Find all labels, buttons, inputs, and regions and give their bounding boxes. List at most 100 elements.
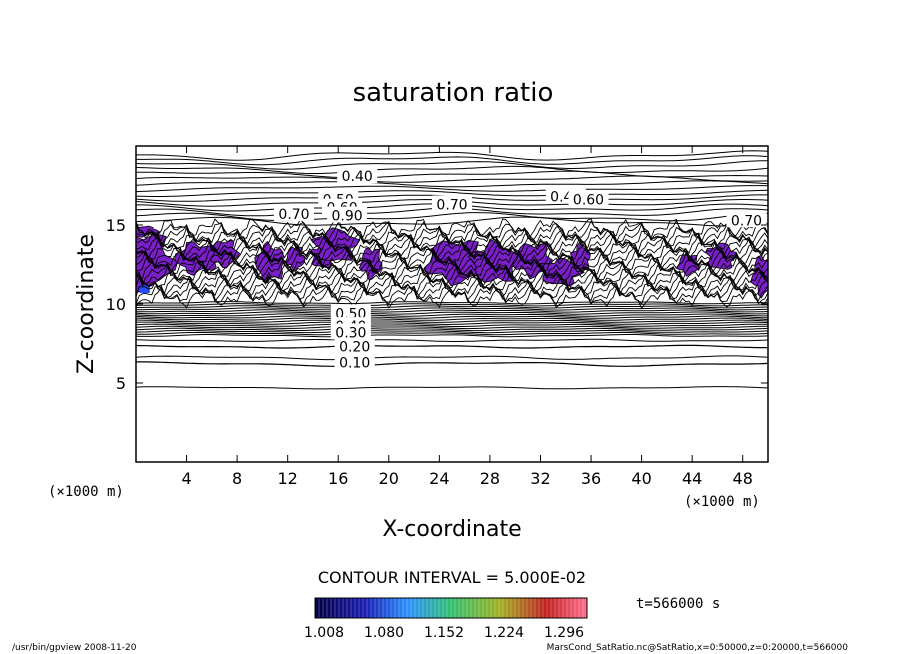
y-tick-label: 5 <box>116 374 126 393</box>
contour-line <box>136 165 768 174</box>
contour-line <box>136 241 768 264</box>
contour-line <box>136 244 768 268</box>
x-tick-label: 32 <box>530 469 550 488</box>
contour-line <box>136 307 768 311</box>
contour-lines <box>136 150 768 390</box>
x-tick-label: 4 <box>181 469 191 488</box>
colorbar-tick-1: 1.080 <box>364 625 404 641</box>
footer-left: /usr/bin/gpview 2008-11-20 <box>12 643 137 653</box>
contour-line <box>136 317 768 321</box>
contour-line <box>136 331 768 336</box>
contour-line <box>136 323 768 327</box>
chart-title: saturation ratio <box>353 78 554 108</box>
x-axis-ticks: 4 8 12 16 20 24 28 32 36 40 44 48 <box>181 146 753 488</box>
colorbar: 1.008 1.080 1.152 1.224 1.296 <box>304 597 588 641</box>
contour-label-bg <box>337 167 378 184</box>
x-axis-label: X-coordinate <box>382 517 521 542</box>
contour-label-bg <box>726 211 767 228</box>
contour-label-bg <box>330 323 371 340</box>
contour-line <box>136 334 768 338</box>
contour-line <box>136 338 768 342</box>
contour-line <box>136 212 768 222</box>
contour-line <box>136 329 768 334</box>
contour-line <box>136 271 768 297</box>
contour-line <box>136 386 768 390</box>
contour-label: 0.90 <box>332 209 363 225</box>
contour-line <box>136 313 768 317</box>
supersaturated-region <box>705 242 739 270</box>
contour-line <box>136 309 768 313</box>
contour-line <box>136 303 768 307</box>
contour-line <box>136 170 768 179</box>
plot-area: 0.400.500.600.700.900.700.400.600.700.50… <box>106 145 769 488</box>
x-unit-label-right: (×1000 m) <box>684 494 760 510</box>
supersaturated-patch <box>139 285 150 294</box>
colorbar-gradient <box>315 598 587 618</box>
contour-label: 0.60 <box>573 193 604 209</box>
contour-label: 0.40 <box>342 169 373 185</box>
colorbar-tick-0: 1.008 <box>304 625 344 641</box>
y-axis-label: Z-coordinate <box>74 234 99 374</box>
contour-label-bg <box>330 304 371 321</box>
contour-label: 0.20 <box>339 340 370 356</box>
contour-line <box>136 301 768 305</box>
contour-line <box>136 305 768 309</box>
y-tick-label: 10 <box>106 295 126 314</box>
contour-interval-text: CONTOUR INTERVAL = 5.000E-02 <box>318 568 586 587</box>
contour-label-bg <box>334 337 375 354</box>
contour-line <box>136 247 768 272</box>
contour-line <box>136 189 768 197</box>
contour-line <box>136 216 768 227</box>
contour-label: 0.30 <box>335 325 366 341</box>
x-tick-label: 8 <box>232 469 242 488</box>
contour-line <box>136 220 768 244</box>
contour-label: 0.10 <box>339 355 370 371</box>
colorbar-level-lines <box>314 598 584 618</box>
colorbar-tick-3: 1.224 <box>484 625 524 641</box>
colorbar-tick-4: 1.296 <box>544 625 584 641</box>
contour-line <box>136 223 768 248</box>
contour-line <box>136 265 768 288</box>
contour-line <box>136 311 768 315</box>
x-tick-label: 36 <box>581 469 601 488</box>
contour-label-bg <box>327 206 368 223</box>
contour-labels: 0.400.500.600.700.900.700.400.600.700.50… <box>274 167 767 371</box>
x-tick-label: 40 <box>631 469 651 488</box>
contour-line <box>136 361 768 367</box>
colorbar-frame <box>314 597 588 619</box>
time-label: t=566000 s <box>636 596 720 612</box>
contour-label-bg <box>334 353 375 370</box>
x-tick-label: 44 <box>682 469 702 488</box>
contour-line <box>136 321 768 326</box>
x-tick-label: 28 <box>480 469 500 488</box>
contour-line <box>136 155 768 166</box>
contour-label-bg <box>432 195 472 212</box>
x-tick-label: 16 <box>328 469 348 488</box>
contour-line <box>136 185 768 193</box>
contour-line <box>136 217 768 239</box>
contour-label: 0.70 <box>731 213 762 229</box>
contour-line <box>136 327 768 332</box>
x-tick-label: 12 <box>278 469 298 488</box>
contour-line <box>136 325 768 330</box>
x-unit-label-left: (×1000 m) <box>48 484 124 500</box>
contour-label: 0.70 <box>436 197 467 213</box>
x-tick-label: 48 <box>733 469 753 488</box>
contour-line <box>136 180 768 188</box>
contour-line <box>136 319 768 323</box>
colorbar-tick-2: 1.152 <box>424 625 464 641</box>
contour-label-bg <box>274 204 314 221</box>
contour-label: 0.70 <box>278 207 309 223</box>
contour-line <box>136 160 768 170</box>
contour-line <box>136 268 768 292</box>
x-tick-label: 20 <box>379 469 399 488</box>
contour-label-bg <box>568 190 609 207</box>
contour-line <box>136 237 768 262</box>
contour-line <box>136 355 768 361</box>
y-tick-label: 15 <box>106 216 126 235</box>
contour-line <box>136 344 768 349</box>
y-axis-ticks: 5 10 15 <box>106 216 768 393</box>
x-tick-label: 24 <box>429 469 449 488</box>
footer-right: MarsCond_SatRatio.nc@SatRatio,x=0:50000,… <box>547 643 849 653</box>
